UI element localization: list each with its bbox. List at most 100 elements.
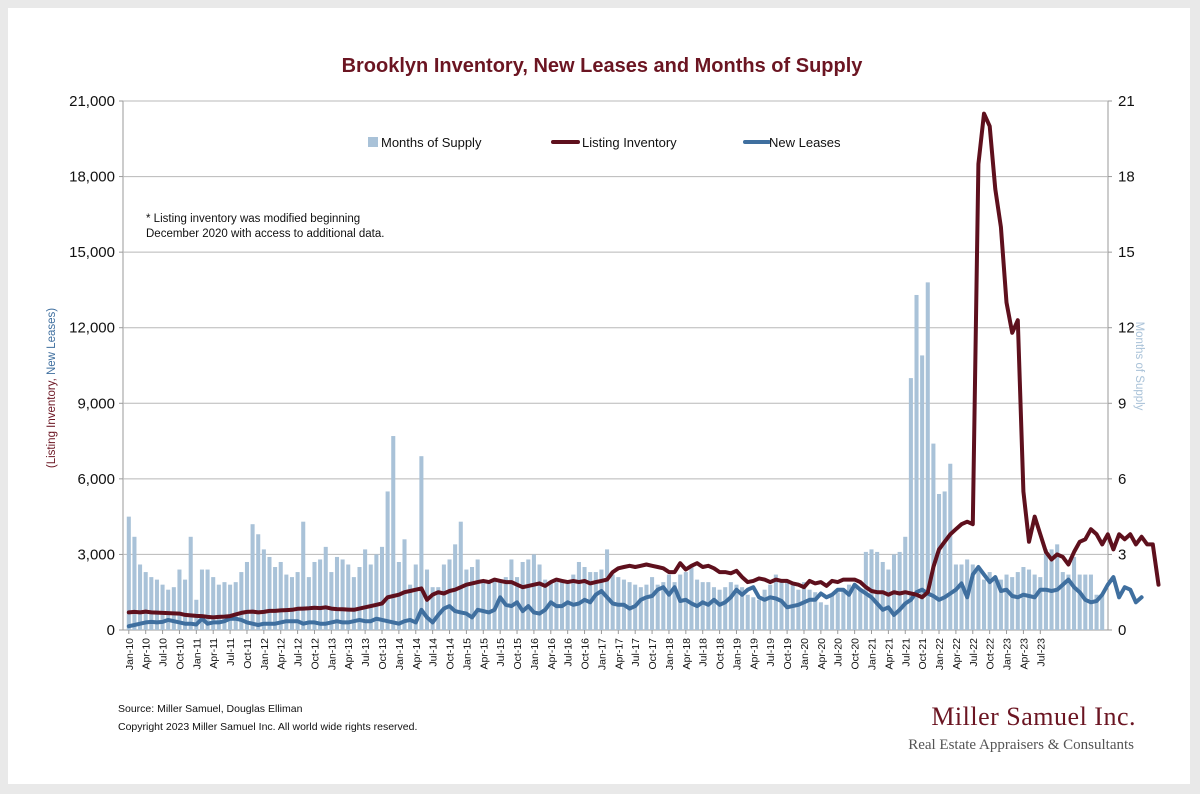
supply-bar: [374, 554, 379, 630]
supply-bar: [993, 577, 998, 630]
supply-bar: [931, 443, 936, 630]
supply-bar: [745, 594, 750, 630]
supply-bar: [256, 534, 261, 630]
legend: Months of Supply Listing Inventory New L…: [368, 135, 841, 150]
supply-bar: [385, 491, 390, 630]
x-tick-label: Oct-14: [445, 638, 457, 670]
plot-frame: [122, 100, 1109, 631]
x-tick-label: Oct-12: [310, 638, 322, 670]
x-tick-label: Jul-17: [630, 638, 642, 667]
legend-label-supply: Months of Supply: [381, 135, 482, 150]
x-tick-label: Apr-23: [1018, 638, 1030, 670]
supply-bar: [942, 491, 947, 630]
x-tick-label: Jan-20: [799, 638, 811, 670]
supply-bar: [655, 584, 660, 630]
supply-bar: [154, 579, 159, 630]
supply-bar: [261, 549, 266, 630]
supply-bar: [605, 549, 610, 630]
supply-bar: [728, 582, 733, 630]
supply-bar: [486, 582, 491, 630]
new-leases-line: [126, 565, 1144, 629]
supply-bar: [880, 561, 885, 630]
supply-bar: [363, 549, 368, 630]
supply-bar: [481, 582, 486, 630]
supply-bar: [430, 587, 435, 630]
supply-bar: [531, 554, 536, 630]
x-tick-label: Jan-22: [934, 638, 946, 670]
supply-bar: [267, 556, 272, 630]
supply-bar: [768, 584, 773, 630]
right-tick-label: 6: [1118, 471, 1126, 488]
supply-bar: [413, 564, 418, 630]
x-axis-ticks: Jan-10 Apr-10 Jul-10 Oct-10 Jan-11 Apr-11 Jul-…: [124, 630, 1047, 670]
supply-bar: [644, 584, 649, 630]
x-tick-label: Jul-11: [225, 638, 237, 666]
supply-bar: [796, 589, 801, 630]
supply-bar: [773, 574, 778, 630]
x-tick-label: Jul-12: [293, 638, 305, 667]
supply-bar: [700, 582, 705, 630]
source-text: Source: Miller Samuel, Douglas Elliman: [118, 703, 303, 715]
right-tick-label: 3: [1118, 546, 1126, 563]
x-tick-label: Apr-12: [276, 638, 288, 670]
right-tick-label: 18: [1118, 169, 1135, 186]
supply-bar: [576, 561, 581, 630]
supply-bar: [334, 556, 340, 630]
supply-bar: [470, 567, 475, 630]
supply-bar: [824, 604, 829, 630]
x-tick-label: Jan-12: [259, 638, 271, 670]
supply-bar: [295, 572, 300, 630]
x-tick-label: Oct-15: [512, 638, 524, 670]
x-tick-label: Jan-14: [394, 638, 406, 670]
supply-bar: [419, 456, 424, 630]
supply-bar: [740, 587, 745, 630]
supply-bar: [1077, 574, 1082, 630]
supply-bar: [357, 567, 362, 630]
x-tick-label: Apr-15: [478, 638, 490, 670]
legend-label-inventory: Listing Inventory: [582, 135, 677, 150]
supply-bar: [351, 577, 356, 630]
supply-bar: [526, 559, 531, 630]
supply-bar: [138, 564, 143, 630]
supply-bar: [132, 536, 137, 630]
left-tick-label: 21,000: [69, 93, 115, 110]
supply-bar: [171, 587, 176, 630]
left-axis-title-inventory: (Listing Inventory,: [46, 375, 58, 468]
left-tick-label: 6,000: [77, 471, 115, 488]
supply-bar: [278, 561, 283, 630]
x-tick-label: Oct-17: [647, 638, 659, 670]
supply-bar: [863, 551, 868, 630]
x-tick-label: Jan-10: [124, 638, 136, 670]
supply-bar: [987, 572, 992, 630]
supply-bar: [273, 567, 278, 630]
supply-bar: [211, 577, 216, 630]
x-tick-label: Oct-22: [985, 638, 997, 670]
x-tick-label: Jan-16: [529, 638, 541, 670]
supply-bar: [717, 589, 722, 630]
supply-bar: [751, 597, 756, 630]
supply-bar: [498, 579, 503, 630]
supply-bar: [1004, 574, 1009, 630]
x-tick-label: Jul-14: [428, 638, 440, 667]
supply-bar: [323, 546, 328, 630]
supply-bar: [818, 602, 823, 630]
x-tick-label: Apr-19: [748, 638, 760, 670]
copyright-text: Copyright 2023 Miller Samuel Inc. All wo…: [118, 721, 417, 733]
chart-title: Brooklyn Inventory, New Leases and Month…: [342, 55, 864, 77]
x-tick-label: Jul-23: [1035, 638, 1047, 667]
right-tick-label: 15: [1118, 244, 1135, 261]
supply-bar: [666, 574, 671, 630]
supply-bar: [1027, 569, 1032, 630]
supply-bar: [520, 561, 525, 630]
x-tick-label: Jan-13: [326, 638, 338, 670]
x-tick-label: Apr-18: [681, 638, 693, 670]
left-tick-label: 3,000: [77, 546, 115, 563]
supply-bar: [312, 561, 317, 630]
supply-bar: [959, 564, 964, 630]
supply-bar: [1072, 556, 1077, 630]
supply-bar: [886, 569, 891, 630]
supply-bar: [661, 582, 666, 630]
supply-bar: [453, 544, 458, 630]
right-tick-label: 21: [1118, 93, 1135, 110]
supply-bar: [177, 569, 182, 630]
